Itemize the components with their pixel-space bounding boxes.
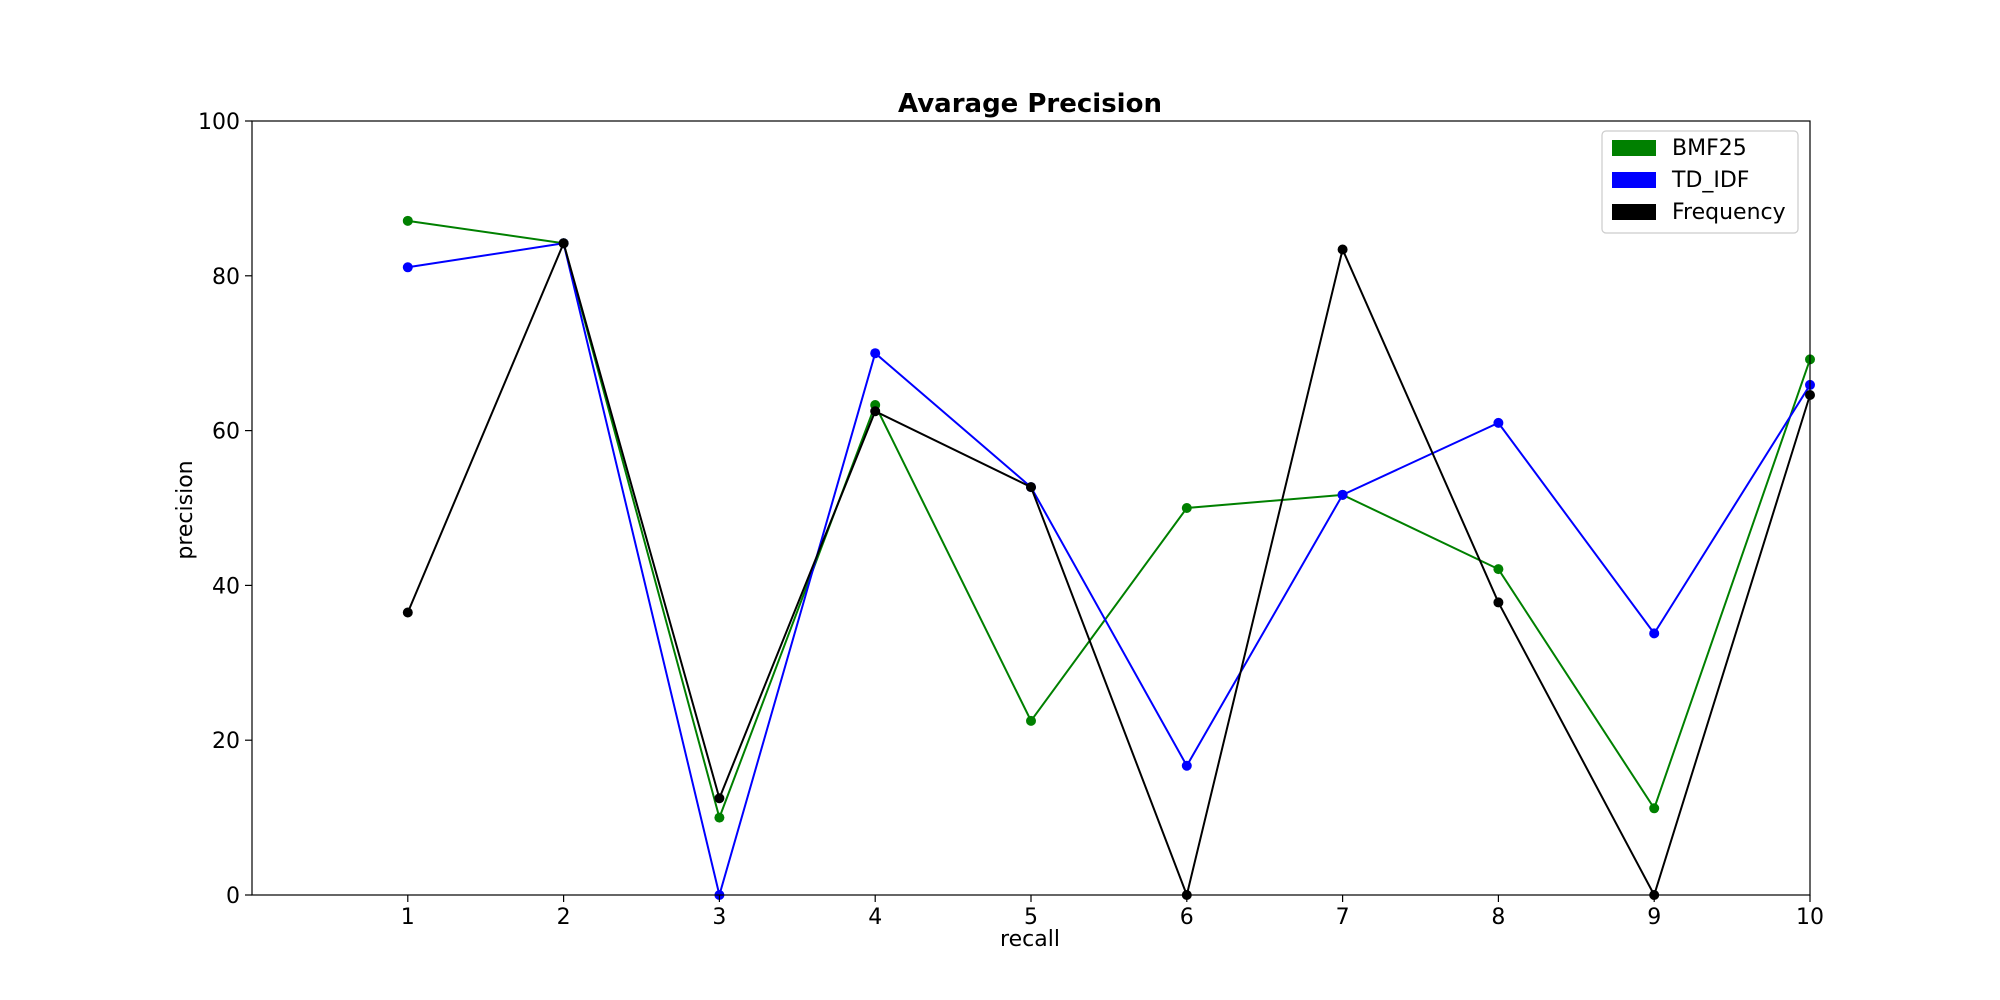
y-tick-label: 80 (212, 265, 240, 290)
x-tick-label: 8 (1491, 905, 1505, 930)
y-tick-label: 20 (212, 729, 240, 754)
data-point (1493, 564, 1504, 575)
chart-title: Avarage Precision (898, 89, 1162, 119)
y-tick-label: 100 (198, 110, 240, 135)
y-tick-label: 0 (226, 884, 240, 909)
x-tick-label: 1 (401, 905, 415, 930)
plot-area (402, 215, 1815, 900)
data-point (402, 262, 413, 273)
legend-swatch (1612, 140, 1656, 156)
legend: BMF25 TD_IDF Frequency (1601, 130, 1799, 234)
data-point (714, 812, 725, 823)
y-tick-label: 60 (212, 420, 240, 445)
x-tick-label: 5 (1024, 905, 1038, 930)
data-point (1649, 628, 1660, 639)
data-point (558, 238, 569, 249)
legend-label: Frequency (1672, 200, 1786, 225)
y-axis-label: precision (173, 460, 198, 559)
data-point (1649, 803, 1660, 814)
x-tick-label: 3 (712, 905, 726, 930)
x-tick-label: 2 (557, 905, 571, 930)
data-point (1493, 417, 1504, 428)
data-point (1026, 715, 1036, 726)
series-line (407, 219, 1811, 821)
data-point (402, 607, 413, 618)
data-point (1026, 482, 1036, 493)
data-point (870, 406, 881, 417)
series-line (406, 240, 1811, 899)
data-point (1337, 489, 1348, 500)
x-tick-label: 7 (1336, 905, 1350, 930)
data-point (1181, 503, 1192, 513)
data-point (1493, 597, 1504, 608)
data-point (402, 215, 413, 226)
data-point (1337, 244, 1348, 255)
data-point (870, 348, 881, 359)
legend-swatch (1612, 204, 1656, 220)
x-axis-label: recall (1000, 927, 1060, 952)
legend-label: BMF25 (1672, 136, 1747, 161)
series-bmf25 (402, 215, 1815, 823)
series-frequency (402, 238, 1815, 900)
x-tick-label: 10 (1796, 905, 1824, 930)
axes-frame (251, 120, 1811, 896)
series-line (407, 242, 1811, 899)
data-point (1181, 760, 1192, 771)
x-tick-label: 6 (1180, 905, 1194, 930)
y-tick-label: 40 (212, 574, 240, 599)
legend-swatch (1612, 172, 1656, 188)
legend-label: TD_IDF (1671, 168, 1749, 193)
data-point (714, 793, 725, 804)
x-tick-label: 9 (1647, 905, 1661, 930)
x-tick-label: 4 (868, 905, 882, 930)
